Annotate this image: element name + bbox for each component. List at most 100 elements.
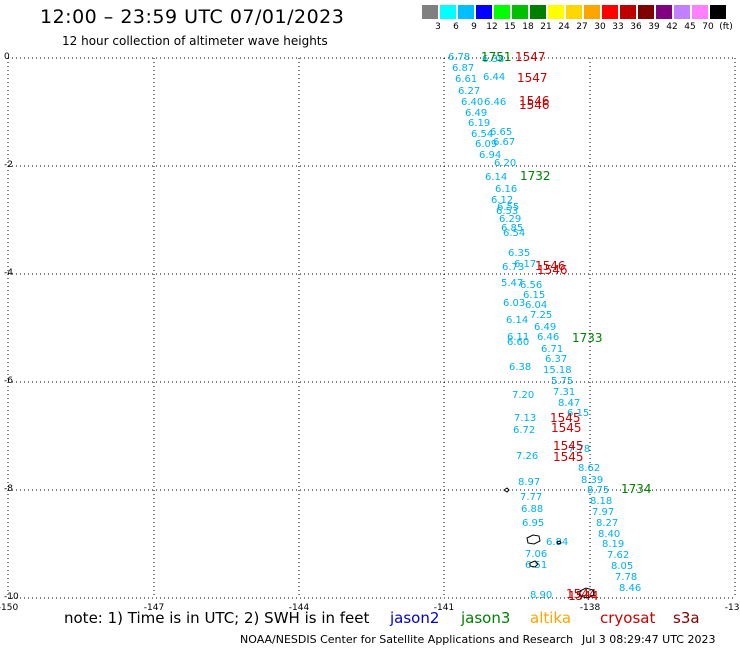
cryosat-pass-time: 1544 (568, 589, 599, 603)
wave-height-value: 6.15 (523, 290, 545, 301)
wave-height-value: 6.61 (455, 74, 477, 85)
island-outline (556, 540, 562, 545)
wave-height-value: 8.75 (587, 485, 609, 496)
color-swatch (476, 5, 492, 19)
wave-height-value: 8.39 (581, 475, 603, 486)
wave-height-value: 6.54 (471, 129, 493, 140)
wave-height-value: 6.44 (483, 72, 505, 83)
longitude-label: -135 (725, 603, 740, 613)
wave-height-value: 6.14 (485, 172, 507, 183)
wave-height-value: 6.60 (507, 337, 529, 348)
latitude-label: 0 (4, 52, 10, 62)
wave-height-value: 6.11 (507, 332, 529, 343)
wave-height-value: 15.18 (543, 365, 572, 376)
island-outline (526, 534, 541, 545)
latitude-label: -10 (4, 592, 19, 602)
cryosat-pass-time: 1546 (535, 259, 566, 273)
color-swatch (512, 5, 528, 19)
color-scale-label: 27 (576, 22, 588, 32)
legend-cryosat: cryosat (600, 609, 656, 627)
wave-height-value: 6.65 (490, 127, 512, 138)
wave-height-value: 6.03 (503, 298, 525, 309)
color-swatch (656, 5, 672, 19)
color-swatch (458, 5, 474, 19)
wave-height-value: 6.94 (479, 150, 501, 161)
legend-jason2: jason2 (390, 609, 440, 627)
latitude-label: -6 (4, 376, 13, 386)
island-outline (579, 587, 595, 599)
wave-height-value: 6.12 (491, 195, 513, 206)
footer-organization: NOAA/NESDIS Center for Satellite Applica… (240, 633, 574, 646)
longitude-label: -144 (289, 603, 310, 613)
color-scale-label: 21 (540, 22, 552, 32)
wave-height-value: 6.78 (448, 52, 470, 63)
color-scale-label: 39 (648, 22, 660, 32)
legend-jason3: jason3 (461, 609, 511, 627)
color-swatch (692, 5, 708, 19)
wave-height-value: 7.20 (512, 390, 534, 401)
wave-height-value: 6.17 (514, 259, 536, 270)
cryosat-pass-time: 1545 (551, 421, 582, 435)
wave-height-value: 7.97 (592, 507, 614, 518)
wave-height-value: 7.31 (553, 387, 575, 398)
cryosat-pass-time: 1546 (519, 94, 550, 108)
wave-height-value: 8.27 (596, 518, 618, 529)
wave-height-value: 6.53 (496, 206, 518, 217)
cryosat-pass-time: 1547 (517, 71, 548, 85)
wave-height-value: 7.78 (615, 572, 637, 583)
wave-height-value: 6.56 (520, 280, 542, 291)
color-scale-label: 36 (630, 22, 642, 32)
color-swatch (674, 5, 690, 19)
wave-height-value: 6.85 (501, 223, 523, 234)
color-swatch (548, 5, 564, 19)
color-scale-label: 70 (702, 22, 714, 32)
legend-s3a: s3a (673, 609, 700, 627)
cryosat-pass-time: 1547 (515, 50, 546, 64)
color-scale-label: 30 (594, 22, 606, 32)
wave-height-value: 6.40 (461, 97, 483, 108)
color-swatch (440, 5, 456, 19)
wave-height-value: 6.88 (521, 504, 543, 515)
color-scale-label: 45 (684, 22, 696, 32)
wave-height-value: 6.09 (475, 139, 497, 150)
wave-height-value: 8.40 (598, 529, 620, 540)
color-scale-label: 15 (504, 22, 516, 32)
longitude-label: -141 (434, 603, 454, 613)
island-outline (529, 560, 539, 568)
wave-height-value: 6.46 (484, 97, 506, 108)
wave-height-value: 7.26 (516, 451, 538, 462)
wave-height-value: 8.46 (619, 583, 641, 594)
color-scale-label: 12 (486, 22, 498, 32)
color-swatch (422, 5, 438, 19)
wave-height-value: 8.97 (518, 477, 540, 488)
wave-height-value: 6.20 (494, 158, 516, 169)
cryosat-pass-time: 1546 (519, 98, 550, 112)
wave-height-value: 6.71 (541, 344, 563, 355)
color-swatch (566, 5, 582, 19)
wave-height-value: 6.38 (482, 54, 504, 65)
wave-height-value: 8.19 (602, 539, 624, 550)
color-scale-label: 9 (471, 22, 477, 32)
wave-height-value: 6.29 (499, 214, 521, 225)
wave-height-value: 7.77 (520, 492, 542, 503)
wave-height-value: 8.18 (590, 496, 612, 507)
wave-height-value: 6.95 (522, 518, 544, 529)
wave-height-value: 6.15 (567, 408, 589, 419)
cryosat-pass-time: 1545 (553, 439, 584, 453)
jason3-pass-time: 1732 (520, 169, 551, 183)
wave-height-value: 8.05 (611, 561, 633, 572)
wave-height-value: 6.35 (508, 248, 530, 259)
wave-height-value: 7.25 (530, 310, 552, 321)
wave-height-value: 6.37 (545, 354, 567, 365)
cryosat-pass-time: 1546 (537, 263, 568, 277)
wave-height-value: 6.55 (497, 202, 519, 213)
color-swatch (584, 5, 600, 19)
note-text: note: 1) Time is in UTC; 2) SWH is in fe… (64, 609, 370, 627)
latitude-label: -4 (4, 268, 13, 278)
map-subtitle: 12 hour collection of altimeter wave hei… (62, 34, 328, 48)
color-scale-label: 24 (558, 22, 570, 32)
wave-height-value: 6.38 (509, 362, 531, 373)
color-swatch (494, 5, 510, 19)
color-scale-label: 33 (612, 22, 624, 32)
map-title: 12:00 – 23:59 UTC 07/01/2023 (40, 6, 345, 28)
